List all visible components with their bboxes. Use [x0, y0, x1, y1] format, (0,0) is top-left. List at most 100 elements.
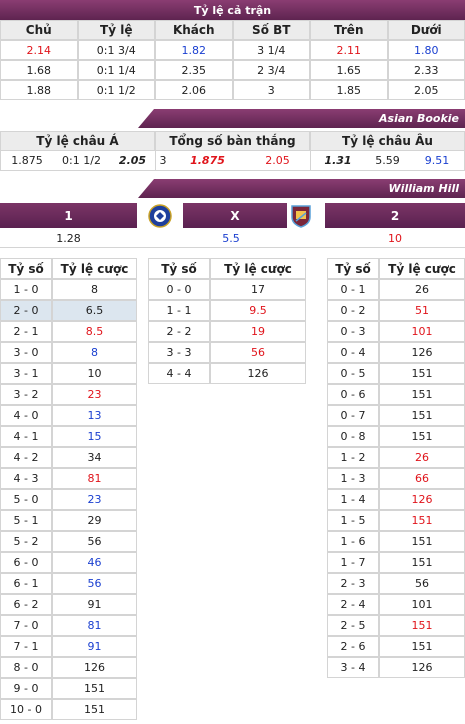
score-cell: 4 - 2 [0, 447, 52, 468]
odds-cell: 1.31 [310, 151, 365, 171]
odds-cell: 15 [52, 426, 137, 447]
score-cell: 0 - 3 [327, 321, 379, 342]
score-cell: 2 - 4 [327, 594, 379, 615]
odds-cell: 46 [52, 552, 137, 573]
score-cell: 0 - 6 [327, 384, 379, 405]
odds-cell: 1.28 [0, 229, 137, 248]
score-cell: 6 - 2 [0, 594, 52, 615]
score-cell: 4 - 1 [0, 426, 52, 447]
column-header: Tỷ lệ cược [210, 258, 306, 279]
odds-cell: 6.5 [52, 300, 137, 321]
odds-cell: 151 [379, 615, 465, 636]
odds-cell: 56 [210, 342, 306, 363]
odds-cell: 23 [52, 489, 137, 510]
section-title: William Hill [138, 179, 465, 198]
odds-cell: 126 [379, 342, 465, 363]
odds-cell: 0:1 1/2 [77, 80, 155, 100]
score-cell: 3 - 4 [327, 657, 379, 678]
score-cell: 0 - 1 [327, 279, 379, 300]
score-cell: 5 - 0 [0, 489, 52, 510]
odds-cell: 126 [52, 657, 137, 678]
odds-cell: 81 [52, 468, 137, 489]
odds-cell: 2.11 [310, 40, 388, 60]
score-cell: 8 - 0 [0, 657, 52, 678]
score-cell: 4 - 0 [0, 405, 52, 426]
odds-cell: 3 1/4 [232, 40, 310, 60]
score-cell: 2 - 3 [327, 573, 379, 594]
column-header: Tỷ lệ [77, 20, 155, 40]
odds-cell: 151 [379, 636, 465, 657]
odds-cell: 151 [379, 510, 465, 531]
score-cell: 9 - 0 [0, 678, 52, 699]
score-cell: 3 - 1 [0, 363, 52, 384]
column-header: Tỷ số [0, 258, 52, 279]
odds-cell: 1.82 [155, 40, 233, 60]
away-team-logo [291, 205, 311, 228]
score-cell: 5 - 2 [0, 531, 52, 552]
odds-cell: 2.06 [155, 80, 233, 100]
column-header: Chủ [0, 20, 78, 40]
odds-cell: 26 [379, 279, 465, 300]
odds-cell: 19 [210, 321, 306, 342]
odds-cell: 34 [52, 447, 137, 468]
odds-cell: 5.5 [137, 229, 325, 248]
section-title: Asian Bookie [138, 109, 465, 128]
odds-cell: 5.59 [365, 151, 410, 171]
column-header: Dưới [387, 20, 465, 40]
odds-cell: 56 [379, 573, 465, 594]
score-cell: 1 - 5 [327, 510, 379, 531]
score-cell: 1 - 4 [327, 489, 379, 510]
odds-cell: 151 [379, 531, 465, 552]
odds-cell: 2.05 [245, 151, 310, 171]
odds-cell: 17 [210, 279, 306, 300]
odds-cell: 66 [379, 468, 465, 489]
odds-cell: 2.05 [110, 151, 155, 171]
odds-cell: 29 [52, 510, 137, 531]
score-cell: 3 - 0 [0, 342, 52, 363]
score-cell: 1 - 3 [327, 468, 379, 489]
odds-cell: 0:1 3/4 [77, 40, 155, 60]
odds-cell: 1.65 [310, 60, 388, 80]
odds-cell: 23 [52, 384, 137, 405]
score-cell: 7 - 0 [0, 615, 52, 636]
odds-cell: 126 [210, 363, 306, 384]
odds-cell: 1.875 [170, 151, 245, 171]
score-cell: 0 - 2 [327, 300, 379, 321]
odds-cell: 151 [52, 678, 137, 699]
odds-cell: 151 [379, 552, 465, 573]
score-cell: 2 - 2 [148, 321, 210, 342]
column-header: Trên [310, 20, 388, 40]
score-cell: 3 - 2 [0, 384, 52, 405]
score-cell: 4 - 4 [148, 363, 210, 384]
column-header: Khách [155, 20, 233, 40]
odds-cell: 91 [52, 594, 137, 615]
section-title: Tỷ lệ cả trận [0, 0, 465, 20]
odds-cell: 1.68 [0, 60, 78, 80]
column-header: Tỷ số [148, 258, 210, 279]
odds-cell: 8 [52, 342, 137, 363]
score-cell: 10 - 0 [0, 699, 52, 720]
outcome-header: 2 [325, 203, 465, 228]
score-cell: 1 - 7 [327, 552, 379, 573]
odds-cell: 13 [52, 405, 137, 426]
odds-cell: 2.14 [0, 40, 78, 60]
odds-cell: 126 [379, 489, 465, 510]
score-cell: 7 - 1 [0, 636, 52, 657]
odds-cell: 2 3/4 [232, 60, 310, 80]
group-header: Tỷ lệ châu Á [0, 131, 155, 151]
score-cell: 1 - 1 [148, 300, 210, 321]
score-cell: 1 - 2 [327, 447, 379, 468]
odds-cell: 151 [379, 405, 465, 426]
score-cell: 4 - 3 [0, 468, 52, 489]
odds-cell: 0:1 1/4 [77, 60, 155, 80]
odds-cell: 3 [155, 151, 170, 171]
odds-cell: 3 [232, 80, 310, 100]
odds-cell: 91 [52, 636, 137, 657]
column-header: Tỷ lệ cược [52, 258, 137, 279]
odds-cell: 1.80 [387, 40, 465, 60]
odds-cell: 26 [379, 447, 465, 468]
score-cell: 0 - 0 [148, 279, 210, 300]
score-cell: 0 - 8 [327, 426, 379, 447]
odds-cell: 9.51 [410, 151, 465, 171]
odds-cell: 1.875 [0, 151, 53, 171]
